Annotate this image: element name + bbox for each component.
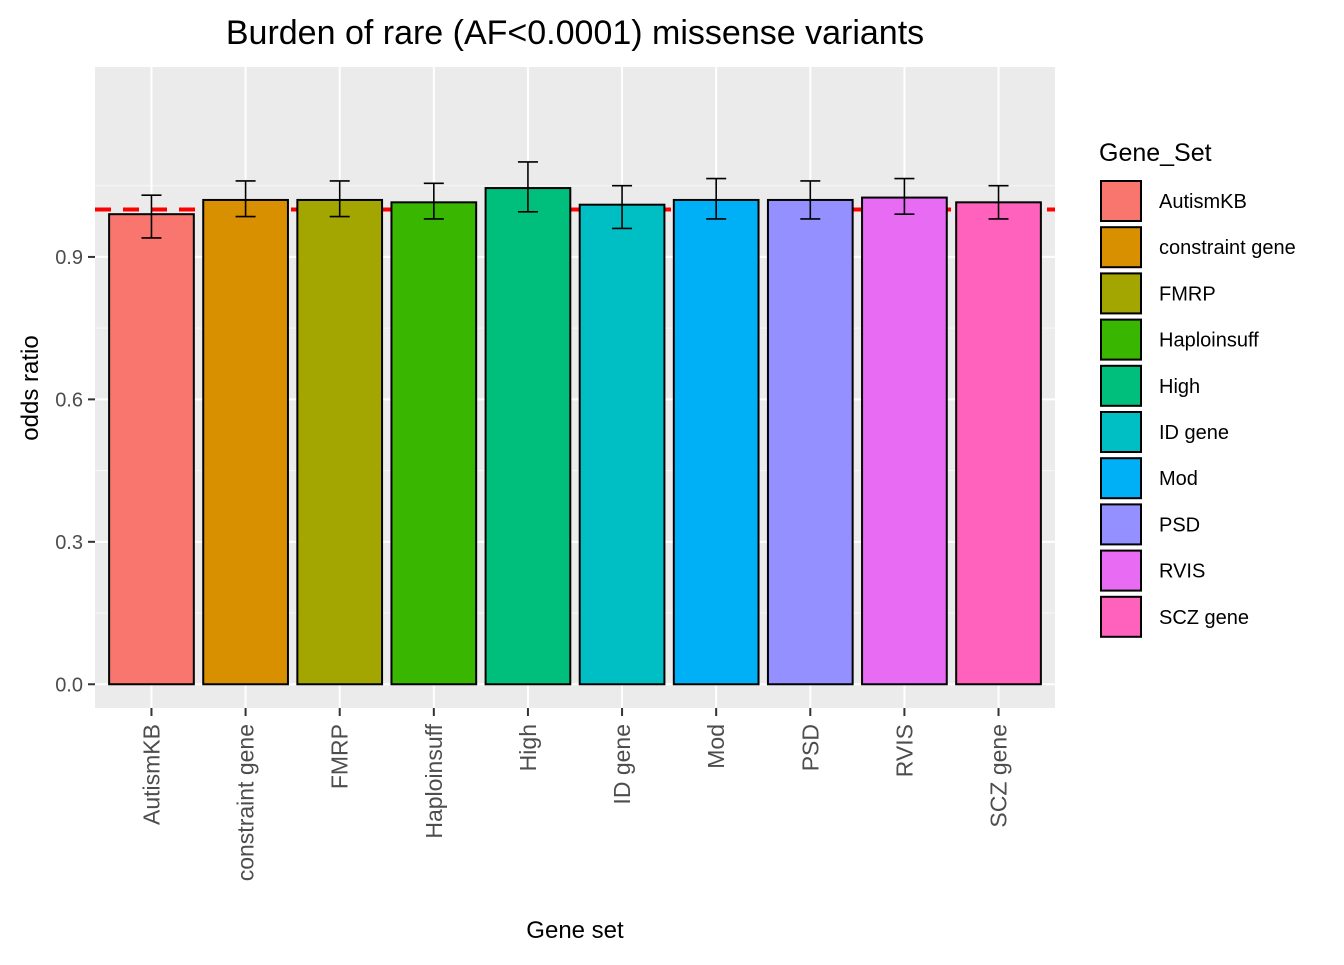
legend-label: constraint gene <box>1159 237 1296 259</box>
bar-scz-gene <box>955 201 1042 686</box>
legend-title: Gene_Set <box>1099 139 1212 167</box>
x-axis: AutismKB constraint gene FMRP Haploinsuff Hi… <box>138 708 1012 881</box>
x-tick-label: constraint gene <box>233 724 259 881</box>
error-bar <box>141 194 162 239</box>
legend-item: Mod <box>1100 457 1198 500</box>
x-tick-label: High <box>515 724 541 771</box>
error-bar <box>988 184 1009 220</box>
legend-label: RVIS <box>1159 561 1205 583</box>
y-tick-label: 0.9 <box>55 247 83 269</box>
legend-swatch <box>1100 549 1142 592</box>
legend-swatch <box>1100 272 1142 315</box>
x-axis-title: Gene set <box>526 917 624 944</box>
legend-label: FMRP <box>1159 283 1216 305</box>
x-tick-label: Mod <box>703 724 729 769</box>
chart-title: Burden of rare (AF<0.0001) missense vari… <box>226 14 924 52</box>
bar-id-gene <box>578 203 666 686</box>
bar-mod <box>672 198 760 686</box>
legend-label: AutismKB <box>1159 191 1247 213</box>
legend-label: ID gene <box>1159 422 1229 444</box>
x-tick-label: FMRP <box>327 724 353 789</box>
y-tick-label: 0.3 <box>55 532 83 554</box>
error-bar <box>235 180 256 218</box>
bar-high <box>484 187 572 686</box>
x-tick-label: AutismKB <box>138 724 164 825</box>
error-bar <box>706 177 727 220</box>
bar-fmrp <box>296 198 384 686</box>
legend-swatch <box>1100 411 1142 453</box>
legend-label: PSD <box>1159 514 1200 536</box>
y-tick-label: 0.0 <box>55 674 83 696</box>
error-bar <box>329 180 350 218</box>
legend-item: constraint gene <box>1100 226 1296 269</box>
legend-item: ID gene <box>1100 411 1229 453</box>
error-bar <box>894 177 915 215</box>
error-bar <box>612 184 633 230</box>
legend-item: High <box>1100 364 1200 407</box>
legend-label: Haploinsuff <box>1159 330 1259 352</box>
x-tick-label: Haploinsuff <box>421 723 447 838</box>
legend-item: AutismKB <box>1100 180 1247 222</box>
legend: Gene_Set AutismKB constraint gene FMRP Hapl… <box>1099 139 1296 638</box>
legend-item: SCZ gene <box>1100 595 1249 638</box>
legend-label: Mod <box>1159 468 1198 490</box>
legend-item: PSD <box>1100 503 1200 546</box>
y-axis-title: odds ratio <box>17 335 44 440</box>
legend-swatch <box>1100 180 1142 222</box>
legend-item: Haploinsuff <box>1100 318 1259 361</box>
legend-swatch <box>1100 595 1142 638</box>
bar-autismkb <box>108 213 195 686</box>
error-bar <box>800 180 821 220</box>
bar-rvis <box>861 196 948 686</box>
legend-label: High <box>1159 376 1200 398</box>
bar-constraint-gene <box>202 198 289 686</box>
bar-haploinsuff <box>390 201 478 686</box>
legend-swatch <box>1100 457 1142 500</box>
legend-label: SCZ gene <box>1159 607 1249 629</box>
error-bar <box>423 182 444 220</box>
x-tick-label: ID gene <box>609 724 635 805</box>
error-bar <box>517 161 538 213</box>
legend-swatch <box>1100 226 1142 269</box>
bar-psd <box>766 198 854 686</box>
legend-swatch <box>1100 364 1142 407</box>
x-tick-label: PSD <box>797 724 823 771</box>
x-tick-label: SCZ gene <box>986 724 1012 828</box>
legend-swatch <box>1100 503 1142 546</box>
legend-item: FMRP <box>1100 272 1216 315</box>
x-tick-label: RVIS <box>891 724 917 777</box>
y-axis: 0.0 0.3 0.6 0.9 <box>55 247 95 696</box>
error-bars <box>141 161 1009 239</box>
bars <box>108 187 1042 686</box>
y-tick-label: 0.6 <box>55 389 83 411</box>
legend-swatch <box>1100 318 1142 361</box>
legend-item: RVIS <box>1100 549 1205 592</box>
